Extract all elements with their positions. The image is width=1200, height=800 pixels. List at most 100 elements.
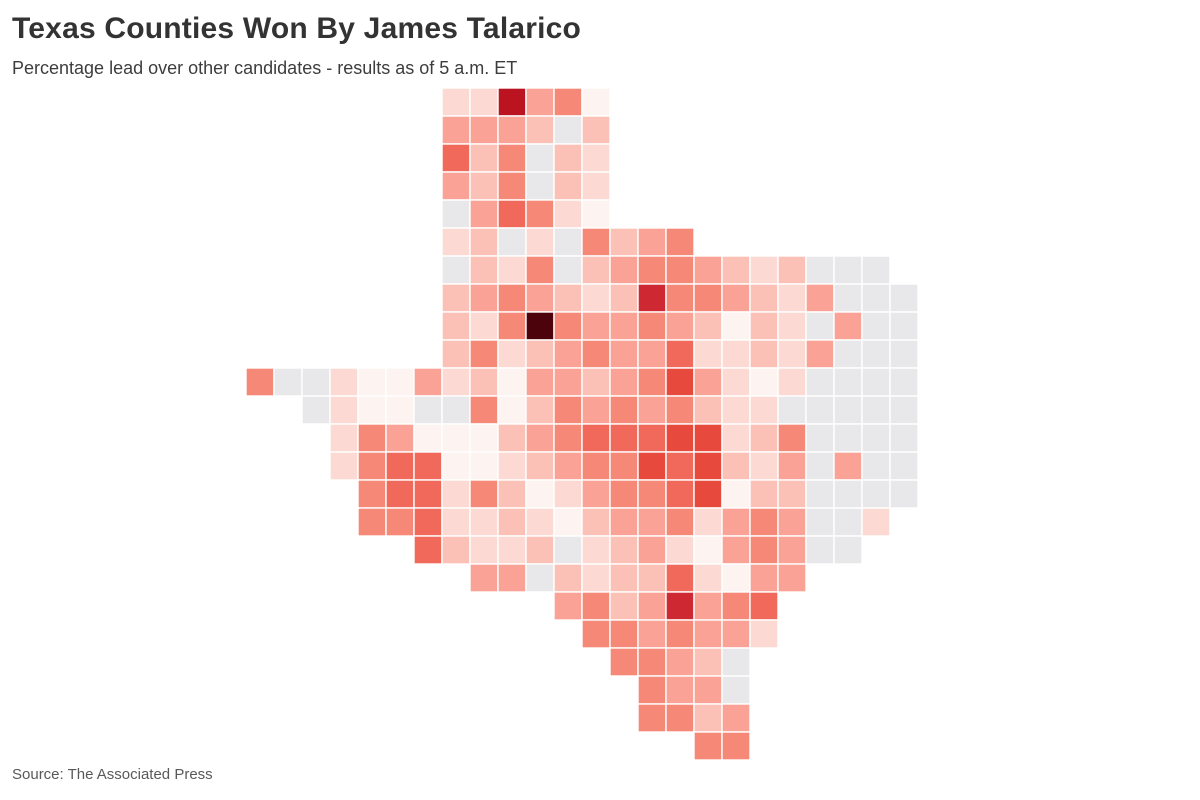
- county-cell[interactable]: [693, 339, 723, 369]
- county-cell[interactable]: [497, 423, 527, 453]
- county-cell[interactable]: [721, 619, 751, 649]
- county-cell[interactable]: [497, 479, 527, 509]
- county-cell[interactable]: [385, 367, 415, 397]
- county-cell[interactable]: [385, 479, 415, 509]
- county-cell[interactable]: [441, 283, 471, 313]
- county-cell[interactable]: [637, 339, 667, 369]
- county-cell[interactable]: [441, 115, 471, 145]
- county-cell[interactable]: [777, 395, 807, 425]
- county-cell[interactable]: [609, 255, 639, 285]
- county-cell[interactable]: [469, 171, 499, 201]
- county-cell[interactable]: [777, 479, 807, 509]
- county-cell[interactable]: [665, 479, 695, 509]
- county-cell[interactable]: [861, 255, 891, 285]
- county-cell[interactable]: [469, 479, 499, 509]
- county-cell[interactable]: [553, 591, 583, 621]
- county-cell[interactable]: [833, 423, 863, 453]
- county-cell[interactable]: [833, 311, 863, 341]
- county-cell[interactable]: [357, 367, 387, 397]
- county-cell[interactable]: [385, 395, 415, 425]
- county-cell[interactable]: [693, 395, 723, 425]
- county-cell[interactable]: [889, 395, 919, 425]
- county-cell[interactable]: [721, 507, 751, 537]
- county-cell[interactable]: [301, 367, 331, 397]
- county-cell[interactable]: [441, 535, 471, 565]
- county-cell[interactable]: [721, 563, 751, 593]
- county-cell[interactable]: [525, 451, 555, 481]
- county-cell[interactable]: [413, 535, 443, 565]
- county-cell[interactable]: [245, 367, 275, 397]
- county-cell[interactable]: [581, 283, 611, 313]
- county-cell[interactable]: [469, 339, 499, 369]
- county-cell[interactable]: [553, 171, 583, 201]
- county-cell[interactable]: [805, 283, 835, 313]
- county-cell[interactable]: [693, 703, 723, 733]
- county-cell[interactable]: [553, 283, 583, 313]
- county-cell[interactable]: [441, 479, 471, 509]
- county-cell[interactable]: [693, 367, 723, 397]
- county-cell[interactable]: [693, 619, 723, 649]
- county-cell[interactable]: [469, 311, 499, 341]
- county-cell[interactable]: [861, 395, 891, 425]
- county-cell[interactable]: [469, 227, 499, 257]
- county-cell[interactable]: [665, 675, 695, 705]
- county-cell[interactable]: [413, 507, 443, 537]
- county-cell[interactable]: [525, 199, 555, 229]
- county-cell[interactable]: [581, 479, 611, 509]
- county-cell[interactable]: [637, 591, 667, 621]
- county-cell[interactable]: [749, 563, 779, 593]
- county-cell[interactable]: [721, 423, 751, 453]
- county-cell[interactable]: [525, 283, 555, 313]
- county-cell[interactable]: [665, 451, 695, 481]
- county-cell[interactable]: [721, 339, 751, 369]
- county-cell[interactable]: [581, 507, 611, 537]
- county-cell[interactable]: [721, 703, 751, 733]
- county-cell[interactable]: [805, 367, 835, 397]
- county-cell[interactable]: [581, 255, 611, 285]
- county-cell[interactable]: [637, 451, 667, 481]
- county-cell[interactable]: [665, 647, 695, 677]
- county-cell[interactable]: [525, 395, 555, 425]
- county-cell[interactable]: [553, 87, 583, 117]
- county-cell[interactable]: [609, 283, 639, 313]
- county-cell[interactable]: [805, 479, 835, 509]
- county-cell[interactable]: [889, 423, 919, 453]
- county-cell[interactable]: [497, 339, 527, 369]
- county-cell[interactable]: [581, 143, 611, 173]
- county-cell[interactable]: [497, 115, 527, 145]
- county-cell[interactable]: [665, 591, 695, 621]
- county-cell[interactable]: [749, 367, 779, 397]
- county-cell[interactable]: [693, 535, 723, 565]
- county-cell[interactable]: [665, 311, 695, 341]
- county-cell[interactable]: [721, 283, 751, 313]
- county-cell[interactable]: [693, 591, 723, 621]
- county-cell[interactable]: [889, 283, 919, 313]
- county-cell[interactable]: [469, 115, 499, 145]
- county-cell[interactable]: [441, 143, 471, 173]
- county-cell[interactable]: [805, 395, 835, 425]
- county-cell[interactable]: [777, 367, 807, 397]
- county-cell[interactable]: [525, 143, 555, 173]
- county-cell[interactable]: [525, 255, 555, 285]
- county-cell[interactable]: [553, 227, 583, 257]
- county-cell[interactable]: [581, 563, 611, 593]
- county-cell[interactable]: [609, 395, 639, 425]
- county-cell[interactable]: [469, 563, 499, 593]
- county-cell[interactable]: [441, 507, 471, 537]
- county-cell[interactable]: [581, 619, 611, 649]
- county-cell[interactable]: [805, 507, 835, 537]
- county-cell[interactable]: [721, 255, 751, 285]
- county-cell[interactable]: [609, 339, 639, 369]
- county-cell[interactable]: [665, 367, 695, 397]
- county-cell[interactable]: [441, 227, 471, 257]
- county-cell[interactable]: [665, 535, 695, 565]
- county-cell[interactable]: [357, 507, 387, 537]
- county-cell[interactable]: [497, 227, 527, 257]
- county-cell[interactable]: [805, 339, 835, 369]
- county-cell[interactable]: [497, 563, 527, 593]
- county-cell[interactable]: [609, 619, 639, 649]
- county-cell[interactable]: [777, 255, 807, 285]
- county-cell[interactable]: [413, 367, 443, 397]
- county-cell[interactable]: [469, 395, 499, 425]
